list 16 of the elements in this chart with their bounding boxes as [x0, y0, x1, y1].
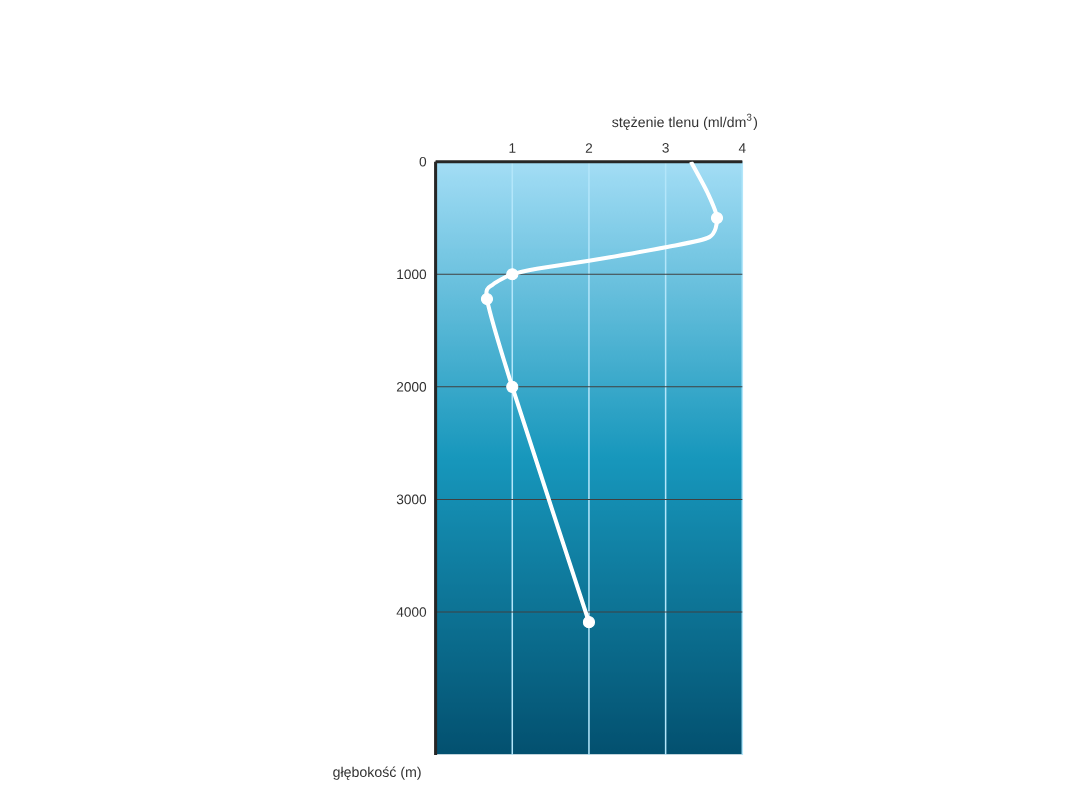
point [582, 616, 596, 629]
point [480, 292, 494, 306]
x-tick-label: 3 [662, 143, 669, 153]
y-axis-title: głębokość (m) [333, 766, 421, 780]
y-tick-label: 2000 [396, 382, 427, 392]
point [506, 268, 519, 281]
y-tick-label: 3000 [396, 494, 427, 505]
y-tick-label: 1000 [397, 269, 427, 280]
x-tick-label: 1 [509, 143, 516, 153]
y-tick-label: 0 [419, 156, 427, 167]
y-tick-label: 4000 [396, 607, 427, 617]
x-tick-label: 4 [738, 143, 746, 153]
x-axis-title: stężenie tlenu (ml/dm$^{3}$) [612, 113, 758, 130]
x-tick-label: 2 [585, 143, 593, 153]
point [506, 380, 519, 393]
point [710, 211, 724, 225]
